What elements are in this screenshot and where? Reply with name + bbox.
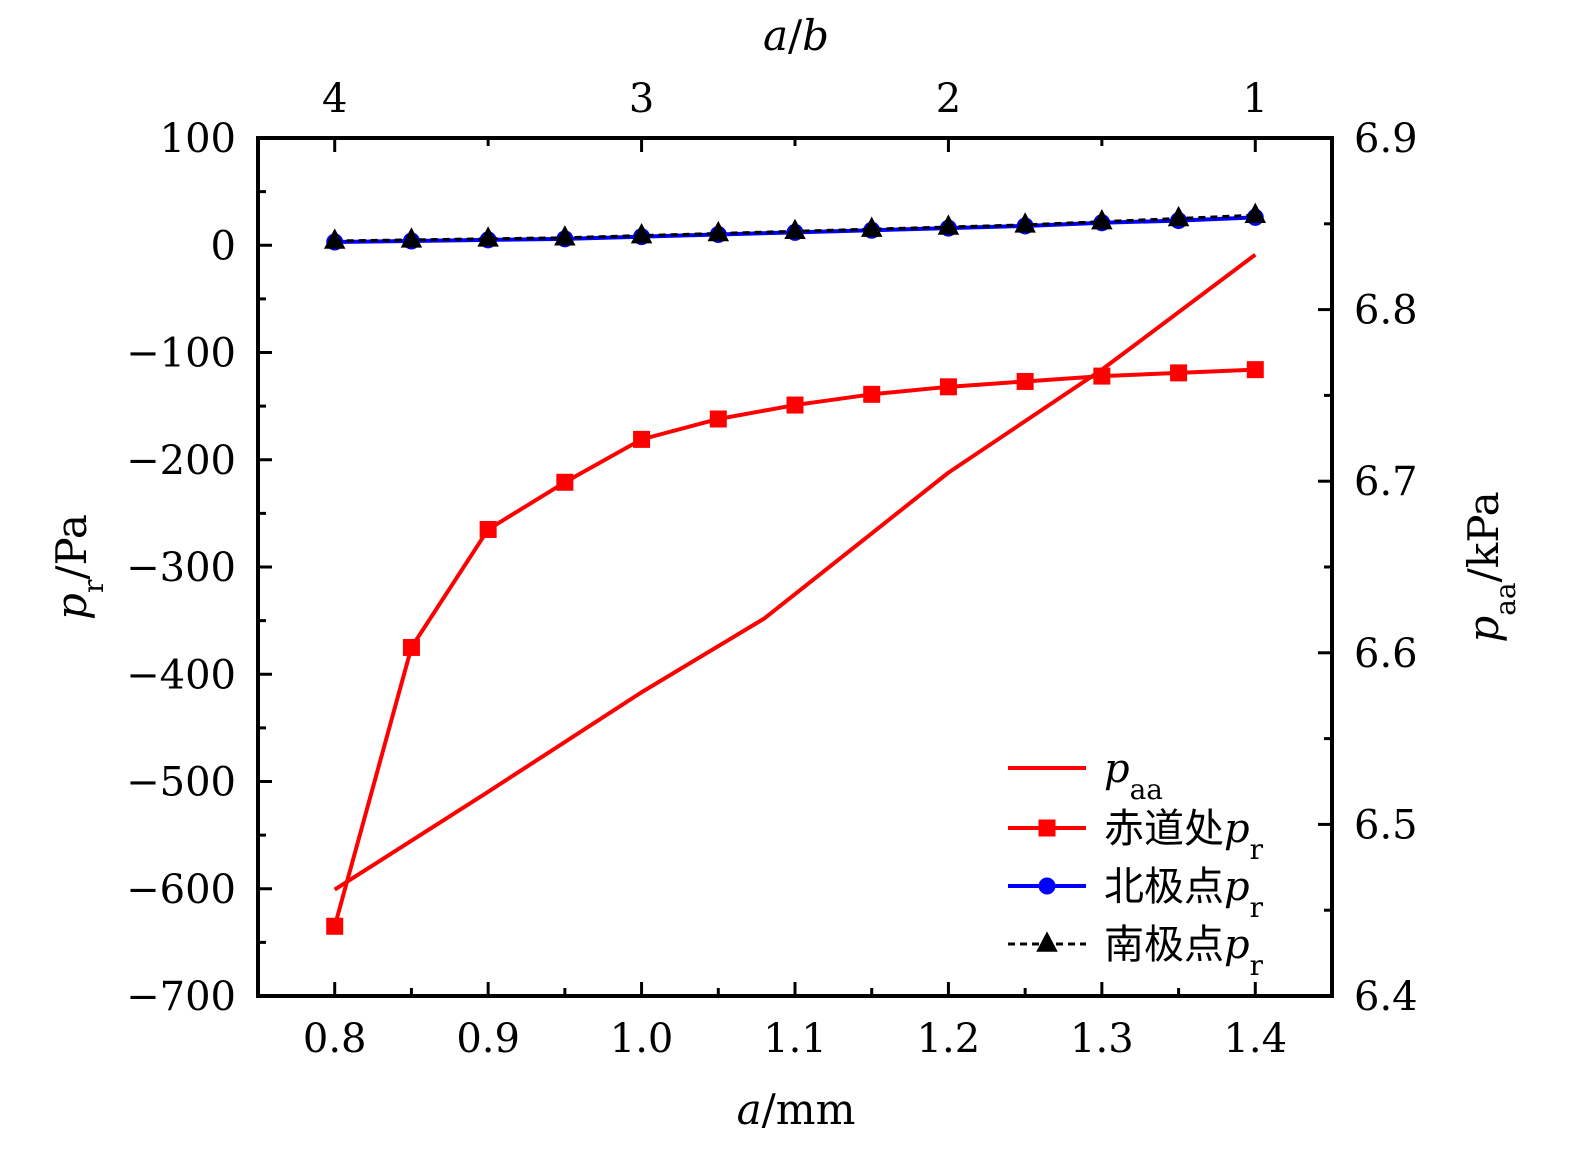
left-tick-label: −600 bbox=[126, 867, 236, 913]
series-1-point bbox=[402, 638, 420, 656]
right-tick-label: 6.4 bbox=[1354, 974, 1418, 1020]
legend-marker-3 bbox=[1036, 931, 1058, 952]
series-1-point bbox=[556, 473, 574, 491]
left-tick-label: −300 bbox=[126, 545, 236, 591]
series-3-point bbox=[860, 216, 883, 237]
series-1-point bbox=[1093, 367, 1111, 385]
left-tick-label: −700 bbox=[126, 974, 236, 1020]
ticks-layer bbox=[258, 136, 1332, 998]
x-tick-label: 1.1 bbox=[763, 1016, 827, 1062]
legend-label-1: 赤道处pr bbox=[1104, 806, 1264, 866]
series-3-point bbox=[630, 222, 653, 244]
series-3-point bbox=[1091, 209, 1113, 230]
x-tick-label: 1.3 bbox=[1070, 1016, 1134, 1062]
x-axis-title: a/mm bbox=[737, 1085, 856, 1134]
series-1-point bbox=[1170, 364, 1188, 382]
legend-label-0: paa bbox=[1104, 746, 1163, 806]
series-3-point bbox=[477, 226, 499, 247]
legend-marker-1 bbox=[1038, 819, 1056, 837]
top-tick-label: 2 bbox=[936, 76, 961, 122]
right-tick-label: 6.8 bbox=[1354, 288, 1418, 334]
series-3-point bbox=[1167, 205, 1190, 227]
right-tick-label: 6.9 bbox=[1354, 116, 1418, 162]
series-3-point bbox=[784, 218, 806, 240]
left-tick-label: 0 bbox=[211, 223, 236, 269]
series-1-point bbox=[939, 378, 957, 396]
legend-label-2: 北极点pr bbox=[1104, 864, 1264, 924]
series-layer bbox=[323, 202, 1267, 935]
labels-layer: 0.8 0.9 1.0 1.1 1.2 1.3 1.4 4 3 2 1 100 0 −100 −200 −30… bbox=[47, 11, 1522, 1134]
right-tick-label: 6.5 bbox=[1354, 802, 1418, 848]
left-axis-title: pr/Pa bbox=[47, 514, 110, 620]
top-tick-label: 3 bbox=[629, 76, 654, 122]
left-tick-label: 100 bbox=[160, 116, 236, 162]
series-3-point bbox=[1244, 202, 1267, 223]
series-1-point bbox=[709, 410, 727, 428]
series-3-point bbox=[554, 225, 576, 246]
right-tick-label: 6.7 bbox=[1354, 459, 1418, 505]
series-3-point bbox=[400, 227, 423, 248]
x-tick-label: 1.0 bbox=[610, 1016, 674, 1062]
x-tick-label: 1.4 bbox=[1223, 1016, 1287, 1062]
left-tick-label: −500 bbox=[126, 760, 236, 806]
top-tick-label: 4 bbox=[322, 76, 347, 122]
series-3-point bbox=[707, 220, 730, 242]
series-3-point bbox=[937, 214, 960, 235]
series-1-point bbox=[479, 520, 497, 538]
series-1-point bbox=[863, 385, 881, 403]
series-1-point bbox=[786, 396, 804, 414]
right-tick-label: 6.6 bbox=[1354, 631, 1418, 677]
x-tick-label: 0.9 bbox=[456, 1016, 520, 1062]
series-1-point bbox=[633, 430, 651, 448]
x-tick-label: 1.2 bbox=[917, 1016, 981, 1062]
left-tick-label: −400 bbox=[126, 652, 236, 698]
left-tick-label: −200 bbox=[126, 438, 236, 484]
left-tick-label: −100 bbox=[126, 331, 236, 377]
series-3-point bbox=[1014, 212, 1036, 233]
legend-marker-2 bbox=[1038, 877, 1056, 895]
top-tick-label: 1 bbox=[1243, 76, 1268, 122]
x-tick-label: 0.8 bbox=[303, 1016, 367, 1062]
series-line-0 bbox=[333, 253, 1257, 892]
legend-label-3: 南极点pr bbox=[1104, 922, 1264, 982]
series-1-point bbox=[326, 917, 344, 935]
series-1-point bbox=[1246, 361, 1264, 379]
top-axis-title: a/b bbox=[763, 11, 829, 60]
series-3-point bbox=[323, 228, 346, 249]
right-axis-title: paa/kPa bbox=[1459, 491, 1522, 642]
series-1-point bbox=[1016, 372, 1034, 390]
